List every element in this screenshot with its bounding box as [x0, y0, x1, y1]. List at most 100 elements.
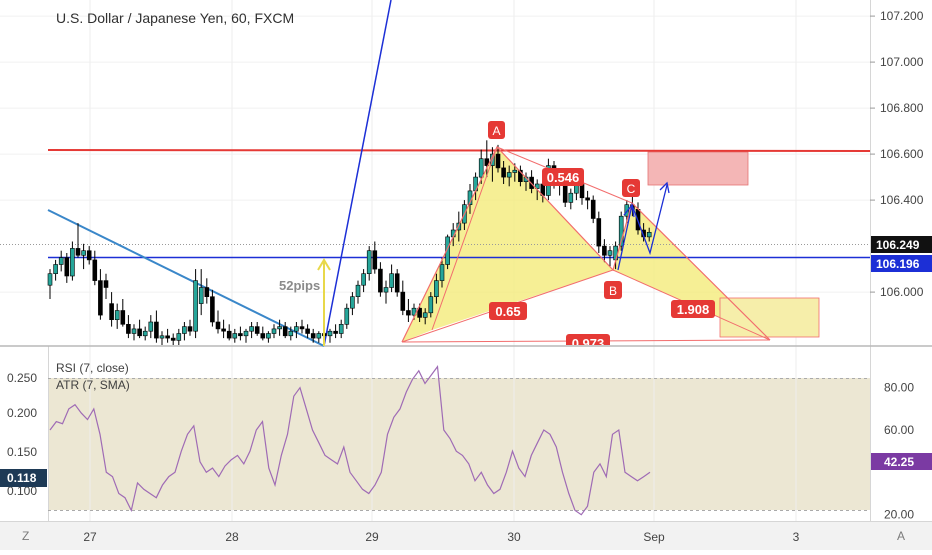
candle-body: [64, 257, 70, 277]
atr-tick-label: 0.100: [7, 484, 37, 498]
target-zone-box[interactable]: [719, 297, 820, 338]
pattern-labels: A B C 0.546 0.65 1.908 0.973: [488, 121, 715, 345]
candle: [70, 241, 75, 281]
candle-body: [75, 248, 81, 256]
candle: [176, 328, 182, 345]
candle-body: [372, 250, 378, 270]
candle-body: [159, 335, 165, 339]
ratio-xd-clip: 0.973: [566, 334, 610, 345]
point-b-label: B: [609, 284, 617, 298]
ratio-xb-label: 0.65: [495, 304, 520, 319]
atr-indicator-label[interactable]: ATR (7, SMA): [56, 378, 130, 392]
candle-body: [165, 335, 170, 339]
candle: [204, 278, 210, 304]
candle-body: [344, 307, 350, 325]
candle-body: [585, 197, 590, 201]
scale-mode-z-button[interactable]: Z: [22, 529, 29, 543]
pattern-triangle-ab: [432, 147, 613, 330]
rsi-value-box: [871, 453, 932, 470]
candle-body: [254, 326, 260, 334]
candle: [254, 322, 260, 336]
atr-axis[interactable]: 0.250 0.200 0.150 0.100: [7, 371, 37, 498]
candle-body: [518, 169, 523, 182]
candle-body: [495, 153, 501, 169]
candle: [243, 328, 249, 343]
candle-body: [602, 245, 607, 256]
candle-body: [204, 287, 210, 297]
candle: [75, 223, 81, 258]
point-c-box: [622, 179, 640, 197]
candle: [64, 253, 70, 283]
rsi-tick-label: 60.00: [884, 423, 914, 437]
candle: [434, 273, 439, 304]
candle-body: [109, 303, 114, 321]
candle-body: [260, 333, 266, 339]
candle: [445, 234, 450, 270]
candle: [120, 299, 126, 327]
candle: [266, 331, 271, 343]
candle-body: [299, 326, 305, 330]
candle: [383, 280, 389, 304]
candle-body: [282, 326, 288, 337]
candle-body: [70, 248, 75, 277]
candle: [355, 280, 361, 304]
ratio-bd-label: 1.908: [677, 302, 710, 317]
candle: [159, 331, 165, 345]
candle-body: [512, 169, 518, 173]
candle: [249, 322, 254, 339]
candle-body: [148, 321, 154, 332]
pips-measure[interactable]: 52pips: [279, 258, 331, 346]
rsi-indicator-label[interactable]: RSI (7, close): [56, 361, 129, 375]
candle: [114, 303, 120, 329]
pips-label: 52pips: [279, 278, 320, 293]
candle: [131, 324, 137, 341]
candle: [361, 269, 366, 293]
candle: [103, 273, 109, 299]
candle: [98, 269, 103, 320]
rsi-axis[interactable]: 80.00 60.00 20.00: [884, 381, 914, 522]
candle: [238, 326, 243, 341]
resistance-line[interactable]: [47, 149, 871, 152]
symbol-title[interactable]: U.S. Dollar / Japanese Yen, 60, FXCM: [56, 10, 294, 26]
candle-body: [137, 328, 142, 337]
arrow-up-icon: [623, 203, 635, 218]
support-price-value: 106.196: [876, 257, 920, 271]
candle-body: [98, 280, 103, 316]
ratio-bd-box: [671, 300, 715, 318]
point-a-box: [488, 121, 505, 139]
candle-body: [478, 158, 484, 178]
candle: [232, 328, 238, 343]
candle: [602, 239, 607, 263]
projection-arrows[interactable]: [617, 181, 670, 271]
time-tick-label: 27: [83, 530, 97, 544]
scale-mode-a-button[interactable]: A: [897, 529, 905, 543]
candle: [310, 328, 316, 343]
candle: [400, 280, 406, 316]
candle-body: [596, 218, 602, 247]
candle: [221, 319, 226, 339]
rsi-value: 42.25: [884, 455, 914, 469]
candle-body: [288, 330, 294, 337]
candle: [568, 188, 574, 210]
candle-body: [305, 328, 310, 334]
rsi-tick-label: 20.00: [884, 508, 914, 522]
ascending-trendline[interactable]: [323, 0, 392, 347]
candle-body: [81, 250, 86, 256]
candle-body: [120, 310, 126, 325]
rsi-band: [48, 378, 870, 510]
descending-trendline[interactable]: [47, 209, 325, 347]
candle: [428, 292, 434, 318]
ratio-xb-box: [489, 302, 527, 320]
price-axis[interactable]: 107.200 107.000 106.800 106.600 106.400 106.0…: [870, 9, 924, 299]
time-axis[interactable]: 27 28 29 30 Sep 3: [83, 530, 799, 544]
candle: [182, 322, 187, 341]
candle-body: [501, 167, 506, 178]
last-price-value: 106.249: [876, 238, 920, 252]
candle: [215, 310, 221, 334]
candle-body: [142, 330, 148, 337]
candle-body: [215, 321, 221, 330]
candle-body: [383, 287, 389, 293]
sell-zone-box[interactable]: [647, 151, 749, 186]
candle-body: [243, 330, 249, 337]
